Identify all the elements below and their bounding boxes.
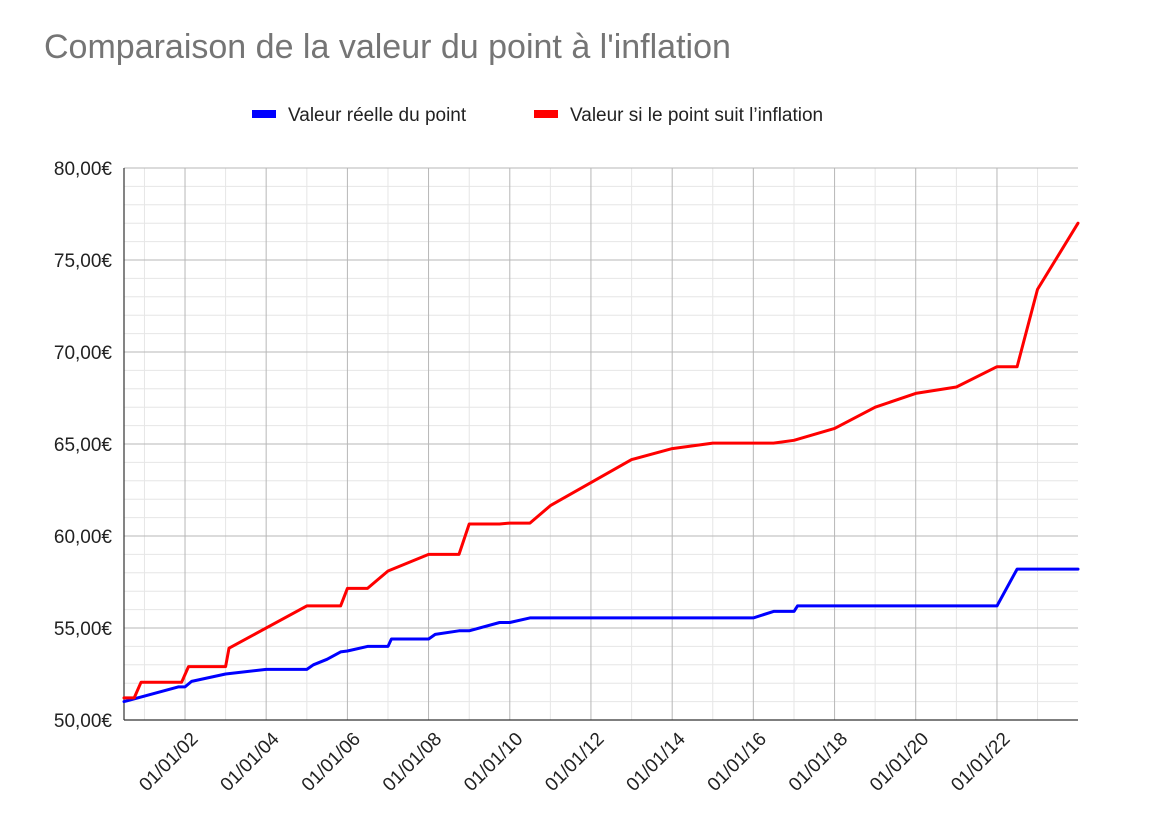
axes	[123, 168, 1078, 721]
y-tick-label: 70,00€	[54, 343, 113, 364]
chart-title: Comparaison de la valeur du point à l'in…	[44, 28, 731, 66]
y-tick-label: 55,00€	[54, 619, 113, 640]
legend: Valeur réelle du point Valeur si le point…	[252, 105, 823, 126]
legend-label-2: Valeur si le point suit l’inflation	[570, 105, 823, 126]
x-axis-ticks: 01/01/02 01/01/04 01/01/06 01/01/08 01/01/10…	[135, 728, 1014, 795]
x-tick-label: 01/01/04	[217, 728, 284, 795]
legend-label-1: Valeur réelle du point	[288, 105, 467, 126]
y-tick-label: 80,00€	[54, 159, 113, 180]
x-tick-label: 01/01/20	[866, 729, 933, 796]
y-tick-label: 65,00€	[54, 435, 113, 456]
x-tick-label: 01/01/16	[704, 729, 771, 796]
x-tick-label: 01/01/14	[623, 728, 690, 795]
x-tick-label: 01/01/22	[947, 729, 1014, 796]
series-line-1	[122, 567, 1080, 704]
x-tick-label: 01/01/08	[379, 729, 446, 796]
y-tick-label: 75,00€	[54, 251, 113, 272]
legend-swatch-1	[252, 110, 276, 118]
major-gridlines	[124, 167, 1078, 720]
y-tick-label: 60,00€	[54, 527, 113, 548]
x-tick-label: 01/01/02	[135, 729, 202, 796]
x-tick-label: 01/01/06	[298, 729, 365, 796]
y-tick-label: 50,00€	[54, 711, 113, 732]
series-line-2	[122, 221, 1080, 700]
x-tick-label: 01/01/18	[785, 729, 852, 796]
x-tick-label: 01/01/10	[460, 729, 527, 796]
legend-swatch-2	[534, 110, 558, 118]
series-lines	[122, 221, 1080, 704]
x-tick-label: 01/01/12	[541, 729, 608, 796]
y-axis-ticks: 50,00€ 55,00€ 60,00€ 65,00€ 70,00€ 75,00€ 80,0…	[54, 159, 113, 732]
